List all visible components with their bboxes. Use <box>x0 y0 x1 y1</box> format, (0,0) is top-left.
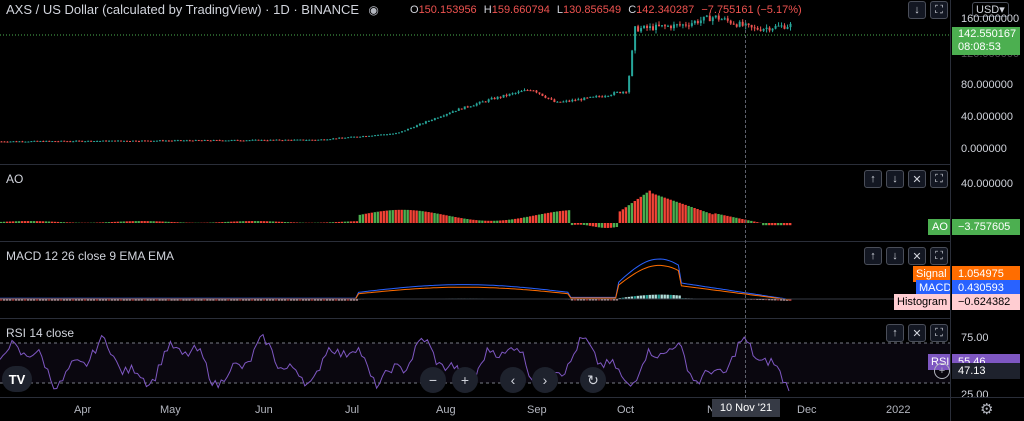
low-value: 130.856549 <box>563 4 622 16</box>
time-axis-label: Oct <box>617 404 635 416</box>
zoom-in-icon[interactable]: + <box>452 367 478 393</box>
ao-histogram[interactable] <box>0 165 950 241</box>
reset-icon[interactable]: ↻ <box>580 367 606 393</box>
maximize-icon[interactable]: ⛶ <box>930 170 948 188</box>
pane-divider[interactable] <box>0 164 950 165</box>
maximize-icon[interactable]: ⛶ <box>930 1 948 19</box>
high-value: 159.660794 <box>491 4 550 16</box>
time-axis-label: Jul <box>345 404 360 416</box>
maximize-icon[interactable]: ⛶ <box>930 247 948 265</box>
arrow-down-icon[interactable]: ↓ <box>886 170 904 188</box>
open-label: O <box>410 4 419 16</box>
maximize-icon[interactable]: ⛶ <box>930 324 948 342</box>
last-price-tag: 142.550167 08:08:53 <box>952 27 1020 55</box>
price-axis-label: 160.000000 <box>961 13 1020 25</box>
high-label: H <box>483 4 492 16</box>
ohlc-values: O150.153956 H159.660794 L130.856549 C142… <box>410 4 806 16</box>
histogram-tag-name: Histogram <box>894 294 950 310</box>
currency-select[interactable]: USD▾ <box>972 2 1009 17</box>
price-axis-label: 40.000000 <box>961 111 1013 123</box>
close-icon[interactable]: ✕ <box>908 324 926 342</box>
settings-icon[interactable]: ⚙ <box>980 401 994 418</box>
ao-pane[interactable]: AO ↑ ↓ ✕ ⛶ 40.000000 AO −3.757605 <box>0 165 1024 241</box>
rsi-axis-label: 75.00 <box>961 332 989 344</box>
macd-chart[interactable] <box>0 242 950 318</box>
time-axis-label: Aug <box>436 404 456 416</box>
rsi-crosshair-value: 47.13 <box>952 363 1020 379</box>
close-value: 142.340287 <box>636 4 695 16</box>
arrow-up-icon[interactable]: ↑ <box>864 170 882 188</box>
plus-circle-icon[interactable]: + <box>934 363 950 379</box>
signal-tag-name: Signal <box>913 266 950 282</box>
ao-axis-label: 40.000000 <box>961 178 1013 190</box>
low-label: L <box>556 4 564 16</box>
pane-divider[interactable] <box>0 318 950 319</box>
time-axis-label: May <box>160 404 181 416</box>
arrow-up-icon[interactable]: ↑ <box>886 324 904 342</box>
zoom-out-icon[interactable]: − <box>420 367 446 393</box>
time-axis-label: Apr <box>74 404 92 416</box>
time-axis-label: Jun <box>255 404 273 416</box>
time-axis-label: 2022 <box>886 404 911 416</box>
macd-tag-name: MACD <box>916 280 951 296</box>
macd-pane[interactable]: MACD 12 26 close 9 EMA EMA ↑ ↓ ✕ ⛶ Signa… <box>0 242 1024 318</box>
symbol-title: AXS / US Dollar (calculated by TradingVi… <box>6 2 379 17</box>
price-pane[interactable]: AXS / US Dollar (calculated by TradingVi… <box>0 0 1024 164</box>
last-price-value: 142.550167 <box>958 28 1017 40</box>
ao-pane-controls: ↑ ↓ ✕ ⛶ <box>864 170 948 188</box>
rsi-pane-controls: ↑ ✕ ⛶ <box>886 324 948 342</box>
ao-tag-value: −3.757605 <box>952 219 1020 235</box>
close-icon[interactable]: ✕ <box>908 247 926 265</box>
pane-divider[interactable] <box>0 241 950 242</box>
time-axis-label: Sep <box>527 404 547 416</box>
eye-icon[interactable]: ◉ <box>368 3 379 17</box>
scroll-left-icon[interactable]: ‹ <box>500 367 526 393</box>
bar-countdown: 08:08:53 <box>958 41 1001 53</box>
open-value: 150.153956 <box>418 4 477 16</box>
signal-tag-value: 1.054975 <box>952 266 1020 282</box>
price-pane-controls: ↓ ⛶ <box>908 1 948 19</box>
macd-pane-controls: ↑ ↓ ✕ ⛶ <box>864 247 948 265</box>
tradingview-logo-icon[interactable]: TV <box>2 366 32 392</box>
rsi-axis-label: 25.00 <box>961 389 989 397</box>
ao-title: AO <box>6 172 24 186</box>
change-value: −7.755161 (−5.17%) <box>701 4 802 16</box>
close-label: C <box>628 4 637 16</box>
arrow-down-icon[interactable]: ↓ <box>908 1 926 19</box>
chart-navigation: − + ‹ › ↻ <box>420 367 606 393</box>
scroll-right-icon[interactable]: › <box>532 367 558 393</box>
close-icon[interactable]: ✕ <box>908 170 926 188</box>
symbol-label: AXS / US Dollar (calculated by TradingVi… <box>6 2 360 17</box>
time-axis-label: Dec <box>797 404 817 416</box>
macd-title: MACD 12 26 close 9 EMA EMA <box>6 249 175 263</box>
price-axis-divider <box>950 0 951 421</box>
price-axis-label: 80.000000 <box>961 79 1013 91</box>
candlestick-chart[interactable] <box>0 0 950 164</box>
macd-tag-value: 0.430593 <box>952 280 1020 296</box>
histogram-tag-value: −0.624382 <box>952 294 1020 310</box>
arrow-up-icon[interactable]: ↑ <box>864 247 882 265</box>
ao-tag-name: AO <box>928 219 950 235</box>
currency-label: USD <box>976 4 1000 16</box>
price-axis-label: 0.000000 <box>961 143 1007 155</box>
time-axis-divider <box>0 397 1024 398</box>
crosshair-date-label: 10 Nov '21 <box>712 399 780 417</box>
crosshair-vertical-line <box>745 20 746 398</box>
arrow-down-icon[interactable]: ↓ <box>886 247 904 265</box>
rsi-title: RSI 14 close <box>6 326 75 340</box>
